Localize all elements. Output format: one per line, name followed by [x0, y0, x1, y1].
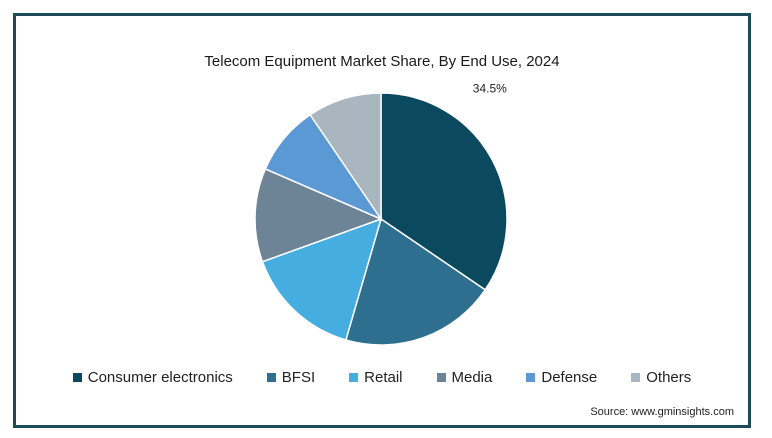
legend-swatch	[72, 373, 82, 382]
pie-slice-bfsi	[344, 217, 487, 346]
legend-label: Retail	[364, 369, 403, 386]
legend-item: Media	[436, 369, 493, 386]
legend-item: BFSI	[266, 369, 316, 386]
legend-label: Media	[451, 369, 493, 386]
legend-swatch	[631, 373, 641, 382]
legend-item: Retail	[349, 369, 403, 386]
legend-swatch	[266, 373, 276, 382]
pie-slice-media	[254, 167, 384, 263]
legend-swatch	[436, 373, 446, 382]
pie-chart: 34.5%	[254, 82, 508, 346]
pie-slice-others	[309, 92, 382, 222]
source-note: Source: www.gminsights.com	[590, 406, 734, 418]
legend-label: Defense	[541, 369, 598, 386]
pie-slice-consumer-electronics	[380, 92, 508, 291]
legend-label: Others	[646, 369, 692, 386]
legend-item: Others	[631, 369, 691, 386]
chart-title: Telecom Equipment Market Share, By End U…	[204, 53, 560, 70]
legend-item: Defense	[526, 369, 597, 386]
legend-label: BFSI	[281, 369, 316, 386]
legend-label: Consumer electronics	[87, 369, 233, 386]
legend-swatch	[526, 373, 536, 382]
chart-frame: Telecom Equipment Market Share, By End U…	[13, 13, 751, 428]
legend-item: Consumer electronics	[72, 369, 233, 386]
pie-slice-retail	[261, 217, 383, 341]
legend-swatch	[349, 373, 359, 382]
chart-legend: Consumer electronics BFSI Retail Media Defen…	[16, 369, 748, 386]
data-label: 34.5%	[473, 82, 507, 96]
